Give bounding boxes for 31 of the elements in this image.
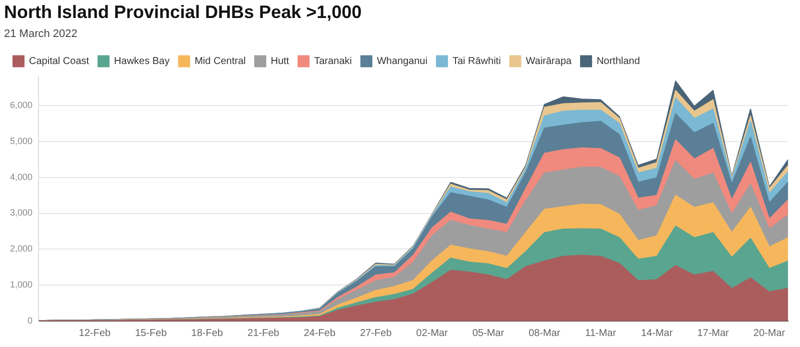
y-tick-label: 6,000: [10, 100, 33, 110]
x-tick-label: 20-Mar: [753, 328, 786, 339]
legend-label: Wairārapa: [526, 56, 572, 68]
legend-label: Hawkes Bay: [114, 56, 170, 68]
y-tick-label: 1,000: [10, 280, 33, 290]
legend-label: Northland: [596, 56, 640, 68]
x-tick-label: 08-Mar: [528, 328, 561, 339]
y-tick-label: 0: [28, 315, 33, 326]
legend-label: Capital Coast: [29, 56, 90, 68]
chart-title: North Island Provincial DHBs Peak >1,000: [4, 2, 362, 22]
legend-label: Tai Rāwhiti: [452, 56, 501, 68]
y-tick-label: 2,000: [10, 244, 33, 254]
x-tick-label: 21-Feb: [248, 328, 280, 339]
x-tick-label: 18-Feb: [191, 328, 224, 339]
y-tick-label: 4,000: [10, 172, 33, 182]
legend-label: Taranaki: [314, 56, 352, 68]
x-tick-label: 15-Feb: [135, 328, 168, 339]
x-tick-label: 02-Mar: [416, 328, 448, 339]
x-tick-label: 12-Feb: [78, 328, 112, 339]
x-tick-label: 27-Feb: [360, 328, 392, 339]
legend-label: Hutt: [270, 56, 290, 68]
x-tick-label: 14-Mar: [641, 328, 674, 339]
x-tick-label: 11-Mar: [585, 328, 617, 339]
chart-subtitle: 21 March 2022: [4, 28, 78, 40]
legend-label: Whanganui: [376, 56, 428, 68]
x-tick-label: 17-Mar: [697, 328, 730, 339]
x-tick-label: 05-Mar: [472, 328, 505, 339]
x-tick-label: 24-Feb: [304, 328, 336, 339]
y-tick-label: 3,000: [10, 208, 33, 218]
y-tick-label: 5,000: [10, 136, 33, 146]
legend-label: Mid Central: [194, 56, 246, 68]
